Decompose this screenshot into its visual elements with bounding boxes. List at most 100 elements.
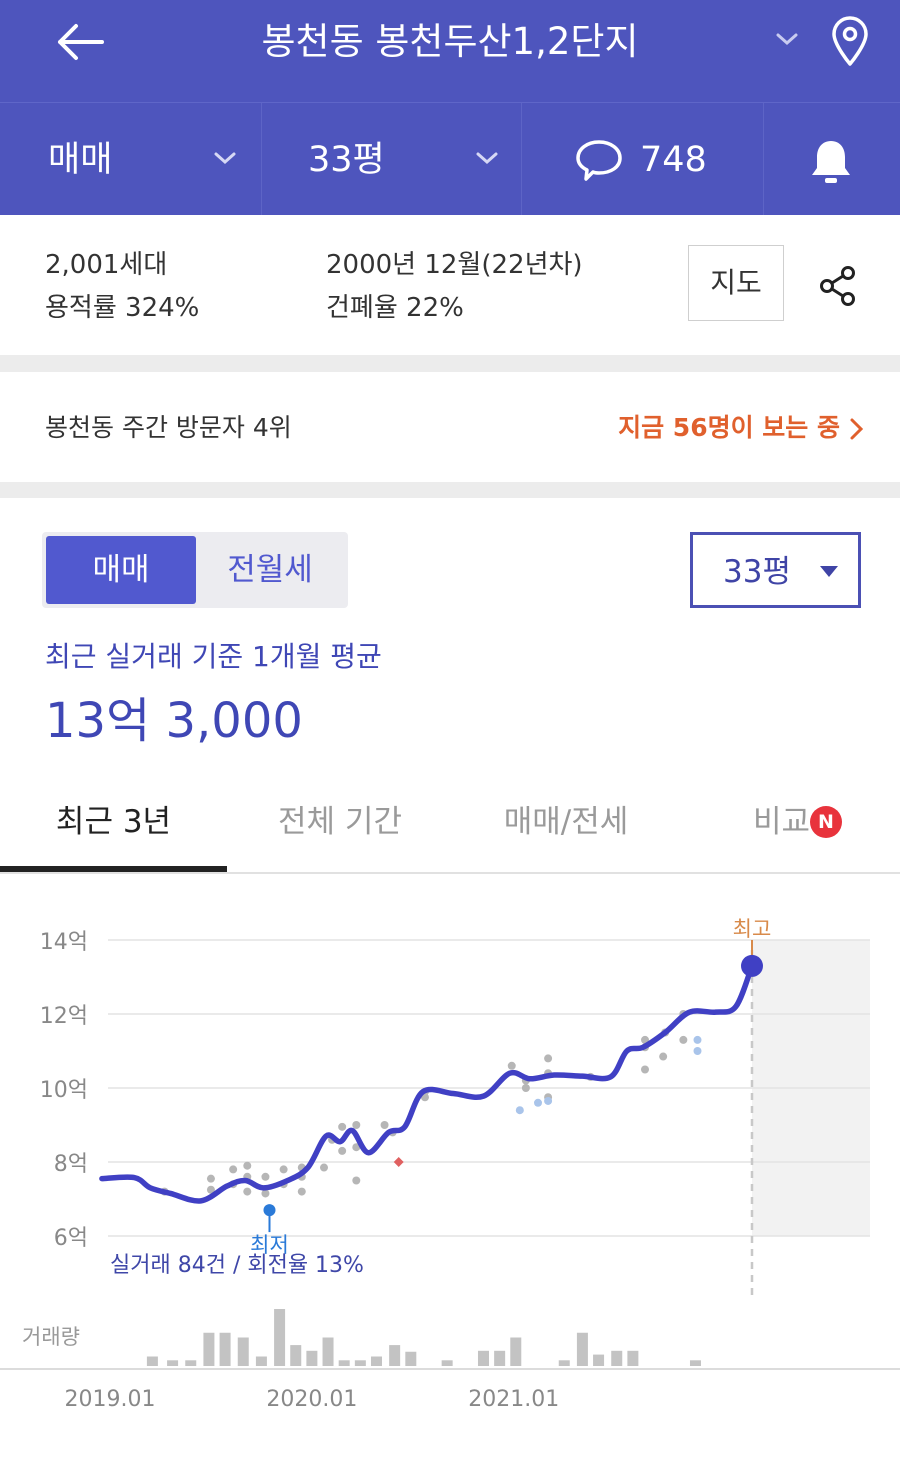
notification-button[interactable] — [764, 103, 900, 216]
comment-count: 748 — [640, 140, 707, 180]
transaction-dot — [521, 1084, 530, 1092]
transaction-dot — [693, 1047, 702, 1055]
volume-bar — [405, 1351, 417, 1366]
y-tick-label: 14억 — [40, 930, 88, 955]
visitor-rank-bar[interactable]: 봉천동 주간 방문자 4위 지금 56명이 보는 중 — [0, 372, 900, 482]
transaction-dot — [679, 1035, 688, 1044]
volume-bar — [203, 1332, 215, 1366]
building-coverage-text: 건폐율 22% — [326, 293, 464, 323]
transaction-dot — [641, 1035, 649, 1044]
title-dropdown-button[interactable] — [770, 24, 804, 54]
transaction-dot — [534, 1098, 542, 1107]
volume-bar — [494, 1350, 506, 1366]
share-button[interactable] — [816, 264, 860, 308]
transaction-dot — [261, 1172, 270, 1181]
volume-bar — [477, 1350, 489, 1366]
volume-bar — [185, 1360, 197, 1366]
chart-size-select[interactable]: 33평 — [690, 532, 861, 608]
transaction-dot — [243, 1187, 252, 1196]
trade-type-selector[interactable]: 매매 — [0, 103, 262, 216]
trade-type-label: 매매 — [48, 140, 113, 180]
map-button[interactable]: 지도 — [688, 245, 784, 321]
deal-type-toggle: 매매 전월세 — [42, 532, 348, 608]
transaction-dot — [297, 1187, 306, 1196]
speech-bubble-icon — [576, 140, 622, 181]
transaction-dot — [641, 1065, 649, 1074]
volume-bar — [558, 1360, 570, 1366]
transaction-dot — [659, 1052, 668, 1061]
volume-bar — [576, 1332, 588, 1366]
volume-bar — [611, 1350, 623, 1366]
tab-sale-jeonse[interactable]: 매매/전세 — [503, 804, 629, 840]
volume-bar — [593, 1354, 605, 1366]
volume-bar — [370, 1356, 382, 1366]
built-year-text: 2000년 12월(22년차) — [326, 250, 583, 280]
x-tick-label: 2019.01 — [65, 1387, 156, 1412]
tab-recent-3-years[interactable]: 최근 3년 — [55, 804, 172, 840]
volume-bar — [354, 1360, 366, 1366]
size-label: 33평 — [308, 140, 385, 180]
x-tick-label: 2020.01 — [266, 1387, 357, 1412]
x-tick-label: 2021.01 — [468, 1387, 559, 1412]
volume-bar — [146, 1356, 158, 1366]
volume-bar — [510, 1337, 522, 1366]
transaction-dot — [393, 1157, 404, 1167]
low-label: 최저 — [250, 1233, 289, 1257]
visitor-rank-text: 봉천동 주간 방문자 4위 — [45, 413, 292, 442]
volume-bar — [255, 1356, 267, 1366]
volume-bar — [627, 1350, 639, 1366]
transaction-summary: 실거래 84건 / 회전율 13% — [110, 1253, 364, 1278]
price-chart[interactable]: 14억 12억 10억 8억 6억 최고 최저 실거래 84건 / 회전율 13% 거래량 201… — [0, 880, 900, 1440]
volume-bar — [237, 1337, 249, 1366]
y-tick-label: 12억 — [40, 1004, 88, 1029]
average-price-value: 13억 3,000 — [45, 693, 303, 749]
transaction-dot — [338, 1146, 347, 1155]
title-bar: 봉천동 봉천두산1,2단지 — [0, 0, 900, 102]
comments-button[interactable]: 748 — [522, 103, 764, 216]
period-tabs: 최근 3년 전체 기간 매매/전세 비교 — [0, 780, 900, 874]
volume-bar — [389, 1345, 401, 1366]
high-point — [741, 954, 763, 977]
transaction-dot — [261, 1189, 270, 1198]
caret-down-icon — [820, 566, 838, 577]
arrow-left-icon — [58, 24, 104, 60]
new-badge: N — [810, 806, 842, 838]
location-button[interactable] — [826, 14, 874, 70]
section-divider — [0, 355, 900, 372]
rent-tab[interactable]: 전월세 — [227, 552, 313, 588]
volume-bar — [167, 1360, 179, 1366]
bell-icon — [812, 141, 850, 183]
chevron-down-icon — [776, 33, 798, 46]
transaction-dot — [544, 1096, 553, 1105]
transaction-dot — [352, 1176, 361, 1185]
section-divider — [0, 482, 900, 498]
y-tick-label: 8억 — [54, 1152, 88, 1177]
volume-bar — [290, 1345, 302, 1366]
y-tick-label: 6억 — [54, 1226, 88, 1251]
households-text: 2,001세대 — [45, 250, 168, 280]
size-selector[interactable]: 33평 — [262, 103, 522, 216]
tab-all-period[interactable]: 전체 기간 — [278, 804, 402, 840]
volume-bar — [689, 1360, 701, 1366]
chevron-right-icon — [850, 418, 864, 440]
floor-area-ratio-text: 용적률 324% — [45, 293, 200, 323]
transaction-dot — [279, 1165, 288, 1174]
volume-bar — [322, 1337, 334, 1366]
transaction-dot — [206, 1174, 215, 1183]
volume-bar — [219, 1332, 231, 1366]
page-title[interactable]: 봉천동 봉천두산1,2단지 — [261, 20, 639, 63]
map-pin-icon — [832, 16, 868, 66]
transaction-dot — [515, 1106, 524, 1115]
sale-tab[interactable]: 매매 — [46, 536, 196, 604]
price-trend-line — [99, 963, 755, 1204]
filter-bar: 매매 33평 748 — [0, 102, 900, 216]
back-button[interactable] — [50, 20, 110, 64]
low-point — [263, 1204, 276, 1217]
tab-compare[interactable]: 비교 — [752, 804, 810, 840]
transaction-dot — [320, 1163, 328, 1172]
transaction-dot — [229, 1165, 238, 1174]
chevron-down-icon — [214, 152, 236, 165]
volume-bar — [274, 1309, 286, 1366]
chevron-down-icon — [476, 152, 498, 165]
